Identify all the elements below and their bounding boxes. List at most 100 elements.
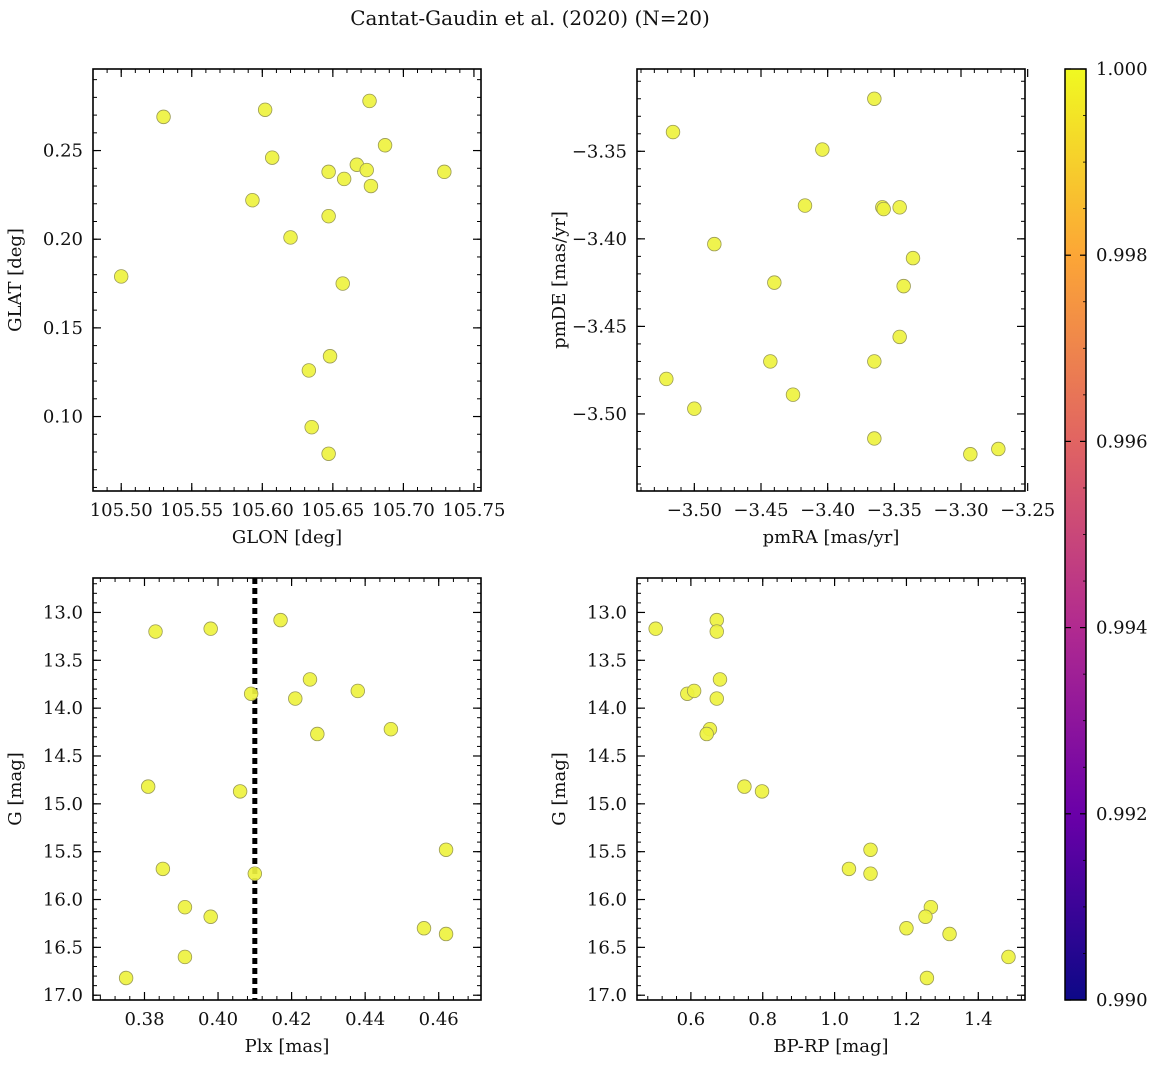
data-point [118,970,134,986]
data-point [243,686,259,701]
data-point [301,363,317,378]
y-tick-label: 15.0 [587,794,627,815]
data-point [763,354,778,369]
x-tick-label: −3.30 [933,500,988,521]
figure-title: Cantat-Gaudin et al. (2020) (N=20) [350,6,710,30]
y-tick-label: 16.0 [587,890,627,911]
data-point [905,250,921,266]
x-tick-label: 0.44 [345,1009,385,1030]
data-point [203,909,218,924]
colorbar-tick-label: 0.990 [1096,990,1148,1011]
x-tick-label: 0.8 [748,1009,777,1030]
colorbar-tick-label: 1.000 [1096,59,1148,80]
x-tick-label: −3.35 [867,500,922,521]
y-tick-label: 14.5 [43,746,83,767]
data-point [438,842,454,857]
colorbar-tick-label: 0.998 [1096,245,1148,266]
x-tick-label: 105.65 [301,500,364,521]
x-tick-label: 1.2 [892,1009,921,1030]
data-point [377,138,393,153]
data-point [919,970,935,986]
data-point [437,164,452,180]
x-tick-label: 105.50 [90,500,153,521]
data-point [416,921,432,936]
x-tick-label: 105.60 [231,500,294,521]
data-point [283,230,298,245]
data-point [867,431,882,446]
data-point [362,93,377,109]
y-tick-label: 15.0 [43,794,83,815]
data-point [304,419,319,435]
y-axis-label: pmDE [mas/yr] [549,211,570,349]
y-tick-label: 17.0 [587,985,627,1006]
data-point [302,672,318,687]
x-tick-label: 0.42 [272,1009,312,1030]
data-point [876,201,891,217]
data-point [797,198,813,213]
data-point [737,779,752,794]
panel-4-frame [636,577,1026,1001]
data-point [321,446,336,461]
data-point [273,612,288,628]
colorbar-tick-label: 0.994 [1096,618,1148,639]
data-point [359,162,374,178]
colorbar-tick-label: 0.992 [1096,804,1148,825]
x-axis-label: GLON [deg] [232,527,342,548]
data-point [322,349,338,364]
data-point [863,842,878,857]
data-point [963,447,978,462]
data-point [155,861,171,877]
panel-2-frame [636,68,1026,492]
x-tick-label: −3.45 [733,500,788,521]
y-tick-label: −3.40 [572,229,627,250]
panel-3-frame [92,577,482,1001]
colorbar-tick-label: 0.996 [1096,431,1148,452]
x-tick-label: 0.38 [124,1009,164,1030]
data-point [140,779,156,794]
panel-1-frame [92,68,482,492]
data-point [363,178,379,194]
x-tick-label: −3.50 [667,500,722,521]
y-tick-label: 14.0 [587,698,627,719]
data-point [383,721,399,737]
y-tick-label: 13.5 [587,650,627,671]
data-point [648,621,663,636]
y-tick-label: 13.0 [43,602,83,623]
x-tick-label: 105.55 [160,500,223,521]
y-axis-label: GLAT [deg] [5,228,26,332]
x-axis-label: BP-RP [mag] [773,1036,888,1057]
data-point [709,624,724,639]
data-point [156,109,171,125]
y-tick-label: 0.15 [43,318,83,339]
data-point [335,276,350,291]
data-point [712,672,728,687]
y-tick-label: 13.5 [43,650,83,671]
data-point [148,624,163,639]
data-point [264,150,280,165]
data-point [785,387,801,402]
y-tick-label: 15.5 [43,842,83,863]
data-point [288,691,303,706]
data-point [321,164,336,180]
data-point [114,269,129,284]
data-point [867,354,882,369]
data-point [709,691,724,706]
data-point [659,371,674,387]
data-point [892,329,907,345]
y-tick-label: 16.0 [43,890,83,911]
data-point [863,866,878,881]
data-point [438,926,454,942]
y-tick-label: 0.25 [43,141,83,162]
data-point [896,278,911,294]
y-tick-label: −3.45 [572,316,627,337]
x-axis-label: Plx [mas] [245,1036,330,1057]
data-point [1001,949,1016,965]
y-axis-label: G [mag] [549,752,570,825]
data-point [203,621,218,636]
data-point [232,784,248,799]
data-point [687,401,702,416]
y-tick-label: 0.10 [43,407,83,428]
data-point [991,441,1006,457]
x-tick-label: 1.0 [820,1009,849,1030]
